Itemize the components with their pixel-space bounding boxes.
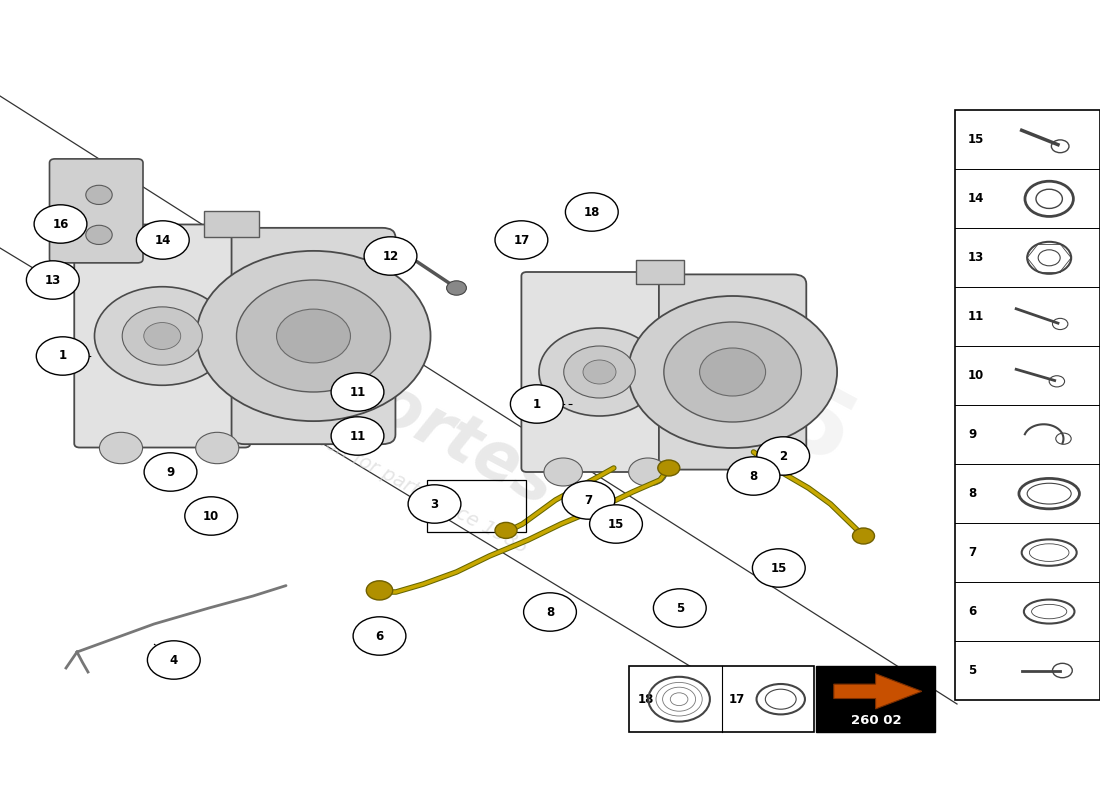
Text: 18: 18 [638, 693, 654, 706]
Circle shape [196, 432, 239, 464]
Text: 1: 1 [532, 398, 541, 410]
FancyBboxPatch shape [659, 274, 806, 470]
Text: 6: 6 [968, 605, 977, 618]
Text: 12: 12 [383, 250, 398, 262]
Circle shape [144, 322, 180, 350]
Bar [816, 666, 935, 732]
Text: 17: 17 [728, 693, 745, 706]
Circle shape [86, 226, 112, 245]
Circle shape [727, 457, 780, 495]
Bar [955, 110, 1100, 700]
Circle shape [122, 307, 202, 365]
Bar [427, 480, 526, 532]
Circle shape [185, 497, 238, 535]
Circle shape [757, 437, 810, 475]
Circle shape [495, 522, 517, 538]
Bar [636, 260, 684, 284]
Circle shape [629, 458, 667, 486]
Text: 13: 13 [968, 251, 984, 264]
Text: 4: 4 [169, 654, 178, 666]
Text: 1: 1 [58, 350, 67, 362]
Circle shape [331, 373, 384, 411]
Text: 1985: 1985 [585, 279, 867, 489]
Circle shape [447, 281, 466, 295]
Circle shape [565, 193, 618, 231]
Text: 3: 3 [430, 498, 439, 510]
Text: 7: 7 [968, 546, 976, 559]
Text: 8: 8 [749, 470, 758, 482]
Text: 11: 11 [350, 430, 365, 442]
Circle shape [384, 239, 397, 249]
Text: 14: 14 [968, 192, 984, 206]
Text: eurosportes: eurosportes [136, 248, 568, 520]
FancyBboxPatch shape [74, 225, 250, 447]
Text: 15: 15 [608, 518, 624, 530]
Text: 9: 9 [166, 466, 175, 478]
Text: 11: 11 [968, 310, 984, 323]
Text: 10: 10 [968, 370, 984, 382]
Text: 260 02: 260 02 [851, 714, 902, 726]
Polygon shape [834, 674, 922, 709]
Circle shape [653, 589, 706, 627]
Circle shape [628, 296, 837, 448]
Text: 18: 18 [584, 206, 600, 218]
Text: 5: 5 [968, 664, 977, 677]
Circle shape [495, 221, 548, 259]
Text: a passion for parts since 1985: a passion for parts since 1985 [262, 402, 530, 558]
Text: 13: 13 [45, 274, 60, 286]
Circle shape [752, 549, 805, 587]
FancyBboxPatch shape [231, 228, 396, 444]
Text: 8: 8 [546, 606, 554, 618]
Text: 6: 6 [375, 630, 384, 642]
FancyBboxPatch shape [50, 159, 143, 263]
Circle shape [408, 485, 461, 523]
Circle shape [700, 348, 766, 396]
Text: 14: 14 [155, 234, 170, 246]
Text: 7: 7 [584, 494, 593, 506]
Circle shape [544, 458, 583, 486]
Circle shape [510, 385, 563, 423]
Circle shape [562, 481, 615, 519]
Circle shape [353, 617, 406, 655]
Circle shape [86, 186, 112, 205]
Circle shape [331, 417, 384, 455]
Text: 2: 2 [779, 450, 788, 462]
Circle shape [144, 453, 197, 491]
Circle shape [524, 593, 576, 631]
Circle shape [197, 251, 430, 421]
Circle shape [236, 280, 390, 392]
FancyBboxPatch shape [521, 272, 678, 472]
Text: 11: 11 [350, 386, 365, 398]
Circle shape [26, 261, 79, 299]
Circle shape [583, 360, 616, 384]
Circle shape [136, 221, 189, 259]
Circle shape [590, 505, 642, 543]
Text: 16: 16 [53, 218, 68, 230]
Text: 15: 15 [771, 562, 786, 574]
Circle shape [563, 346, 635, 398]
Circle shape [364, 237, 417, 275]
Circle shape [147, 641, 200, 679]
Bar [204, 210, 258, 238]
Text: 17: 17 [514, 234, 529, 246]
Circle shape [539, 328, 660, 416]
Circle shape [36, 337, 89, 375]
Text: 10: 10 [204, 510, 219, 522]
Circle shape [34, 205, 87, 243]
Circle shape [95, 286, 230, 386]
Circle shape [99, 432, 143, 464]
Text: 8: 8 [968, 487, 977, 500]
Text: 15: 15 [968, 134, 984, 146]
Text: 5: 5 [675, 602, 684, 614]
Circle shape [663, 322, 801, 422]
Circle shape [852, 528, 874, 544]
Text: 9: 9 [968, 428, 977, 441]
Circle shape [276, 309, 351, 363]
Bar [629, 666, 814, 732]
Circle shape [366, 581, 393, 600]
Circle shape [658, 460, 680, 476]
